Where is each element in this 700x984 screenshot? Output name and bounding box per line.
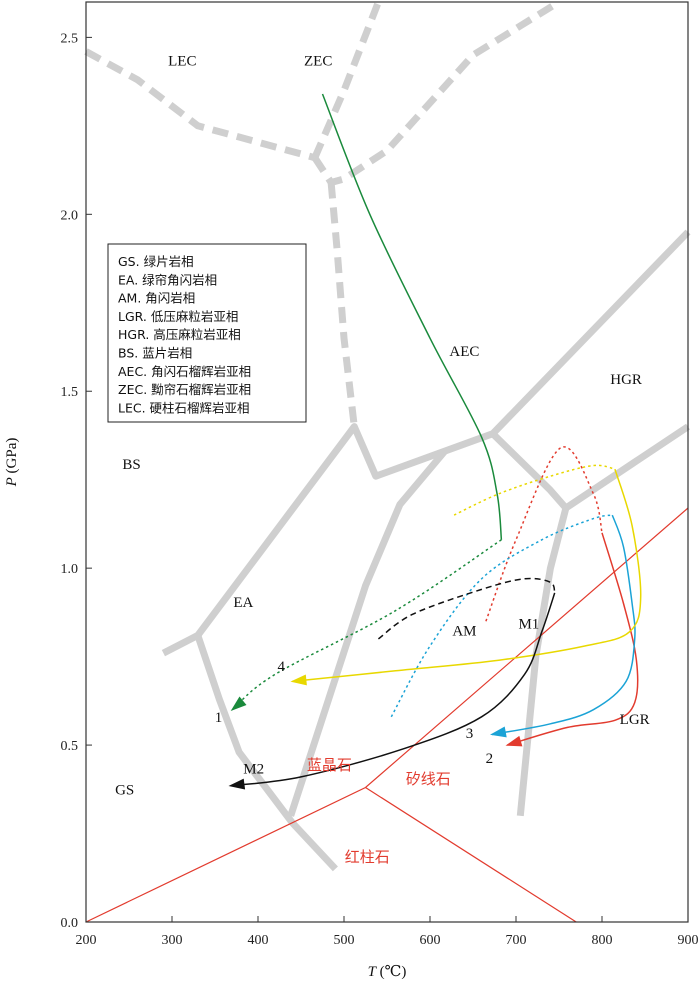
legend-entry: AM. 角闪岩相 (118, 291, 195, 306)
facies-boundary-dashed-1 (311, 0, 382, 160)
x-tick-label: 600 (420, 933, 441, 948)
facies-label: HGR (610, 372, 642, 388)
legend-entry: HGR. 高压麻粒岩亚相 (118, 327, 241, 342)
y-tick-label: 2.5 (61, 31, 79, 46)
pt-paths (228, 93, 642, 790)
facies-label: GS (115, 783, 134, 799)
x-tick-label: 700 (506, 933, 527, 948)
mineral-boundary-1 (365, 786, 577, 923)
x-tick-label: 300 (162, 933, 183, 948)
facies-boundary-dashed-3 (327, 182, 358, 428)
facies-label: LGR (620, 712, 650, 728)
facies-boundary-1 (194, 634, 338, 872)
facies-label: ZEC (304, 54, 332, 70)
pt-path-3-segment-1 (491, 514, 636, 736)
path-label: 2 (486, 751, 494, 767)
pt-path-2 (485, 446, 639, 747)
facies-boundary-dashed-2 (311, 0, 561, 186)
pt-path-3 (390, 514, 636, 738)
pt-path-1-arrowhead (230, 696, 247, 711)
y-tick-label: 0.0 (61, 916, 79, 931)
y-tick-label: 2.0 (61, 208, 79, 223)
pt-path-4 (290, 464, 642, 686)
legend-entry: AEC. 角闪石榴辉岩亚相 (118, 364, 251, 379)
x-ticks: 200 300 400 500 600 700 800 900 (76, 916, 699, 948)
legend-entry: LEC. 硬柱石榴辉岩亚相 (118, 400, 250, 415)
pt-path-2-arrowhead (505, 735, 523, 747)
pt-path-2-segment-1 (507, 532, 639, 746)
facies-boundary-2 (287, 449, 448, 817)
mineral-label: 红柱石 (345, 848, 390, 866)
legend-entry: BS. 蓝片岩相 (118, 346, 192, 361)
path-label: 3 (466, 726, 474, 742)
pt-path-1-segment-0 (321, 93, 503, 540)
y-tick-label: 1.0 (61, 562, 79, 577)
plot-frame (85, 1, 689, 923)
facies-boundary-4 (516, 507, 570, 817)
path-label: 1 (215, 710, 223, 726)
legend: GS. 绿片岩相 EA. 绿帘角闪岩相 AM. 角闪岩相 LGR. 低压麻粒岩亚相 HG… (107, 243, 307, 423)
pt-path-1 (230, 93, 503, 711)
pt-path-4-segment-1 (292, 468, 642, 683)
legend-box (107, 243, 307, 423)
mineral-boundaries (85, 507, 689, 923)
y-tick-label: 0.5 (61, 739, 79, 754)
facies-boundary-dashed-0 (84, 48, 316, 162)
legend-entry: EA. 绿帘角闪岩相 (118, 272, 217, 287)
path-label: M2 (243, 761, 264, 777)
facies-label: AEC (449, 344, 479, 360)
axes (85, 1, 689, 923)
facies-label: BS (122, 457, 140, 473)
facies-boundaries (84, 0, 691, 872)
legend-entry: ZEC. 黝帘石榴辉岩亚相 (118, 382, 251, 397)
pt-path-5-segment-1 (230, 592, 556, 787)
x-tick-label: 900 (678, 933, 699, 948)
pt-path-4-segment-0 (453, 464, 616, 516)
x-tick-label: 400 (248, 933, 269, 948)
pt-path-5 (228, 577, 556, 790)
x-tick-label: 200 (76, 933, 97, 948)
facies-labels: LEC ZEC AEC HGR BS EA AM LGR GS (115, 54, 650, 799)
path-labels: 1 23 4 M1 M2 (215, 616, 540, 777)
mineral-label: 蓝晶石 (307, 756, 352, 774)
pt-path-4-arrowhead (290, 674, 307, 686)
y-tick-label: 1.5 (61, 385, 79, 400)
y-ticks: 0.0 0.5 1.0 1.5 2.0 2.5 (61, 31, 92, 931)
pt-path-3-segment-0 (390, 514, 613, 718)
path-label: M1 (518, 616, 539, 632)
pt-path-5-arrowhead (228, 778, 246, 790)
x-tick-label: 800 (592, 933, 613, 948)
x-tick-label: 500 (334, 933, 355, 948)
legend-entry: LGR. 低压麻粒岩亚相 (118, 309, 238, 324)
legend-entry: GS. 绿片岩相 (118, 254, 194, 269)
path-label: 4 (277, 659, 285, 675)
facies-boundary-0 (161, 229, 691, 657)
facies-label: EA (233, 595, 253, 611)
pt-path-3-arrowhead (490, 726, 507, 738)
mineral-label: 矽线石 (406, 770, 451, 788)
x-axis-title: T (℃) (368, 964, 407, 980)
facies-label: LEC (168, 54, 196, 70)
y-axis-title: P (GPa) (4, 438, 20, 488)
facies-label: AM (452, 623, 476, 639)
facies-boundary-3 (490, 423, 690, 512)
